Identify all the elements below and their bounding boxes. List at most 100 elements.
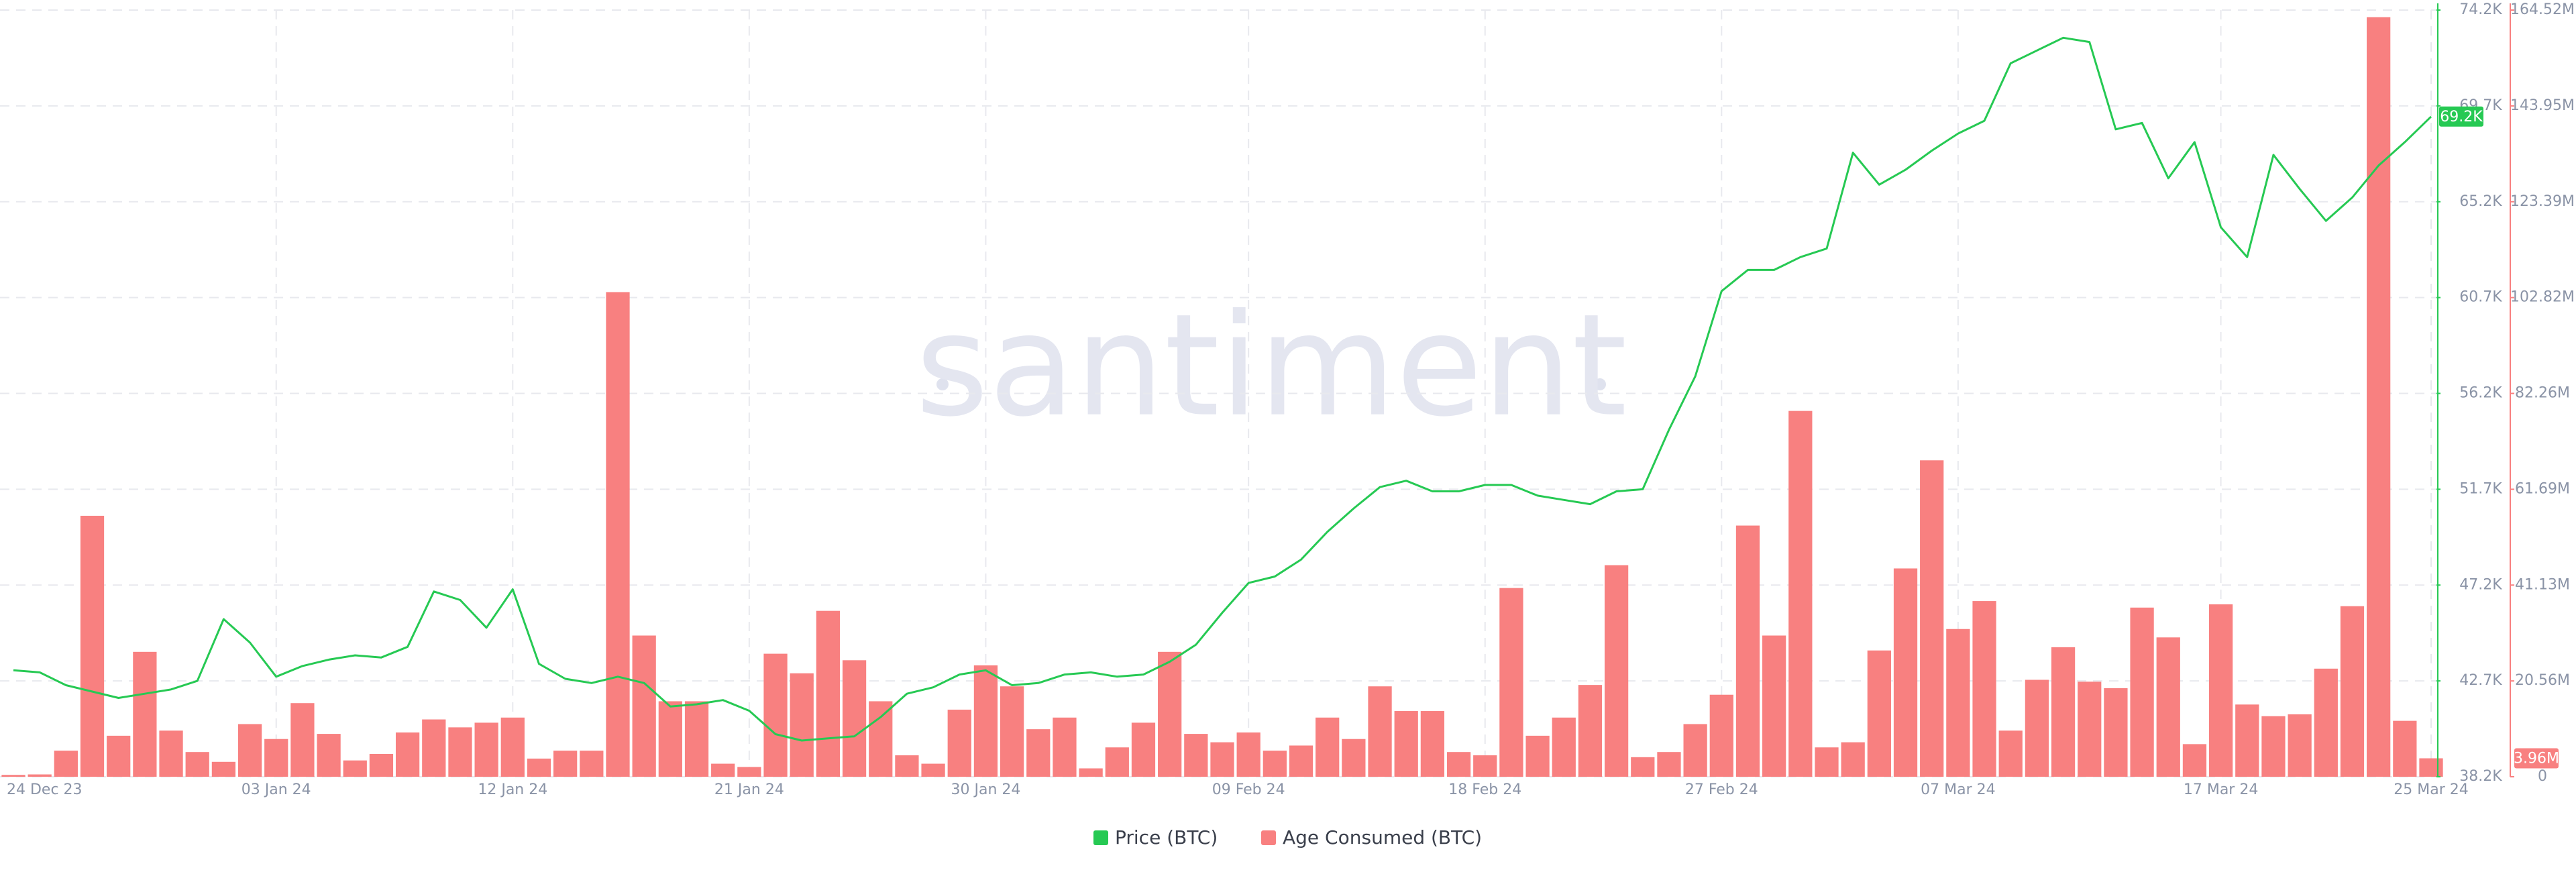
x-tick-label: 07 Mar 24	[1921, 781, 1995, 798]
last-value-badge	[2514, 748, 2559, 769]
bar	[185, 752, 209, 777]
bar	[2078, 682, 2102, 777]
bar	[1893, 568, 1918, 777]
bar	[2393, 720, 2417, 777]
legend-label: Age Consumed (BTC)	[1283, 826, 1482, 849]
bar	[2235, 704, 2259, 777]
bar	[1552, 717, 1576, 777]
bar	[1815, 747, 1839, 777]
bar	[527, 758, 551, 777]
y2-tick-label: 0	[2538, 768, 2547, 785]
bar	[2261, 716, 2286, 777]
bar	[264, 739, 288, 777]
x-tick-label: 18 Feb 24	[1448, 781, 1521, 798]
bar	[1394, 711, 1418, 777]
bar	[553, 751, 578, 777]
y2-tick-label: 82.26M	[2515, 385, 2570, 402]
x-tick-label: 12 Jan 24	[478, 781, 547, 798]
bar	[816, 610, 841, 777]
y2-tick-label: 61.69M	[2515, 480, 2570, 497]
y-tick-label: 74.2K	[2459, 1, 2502, 18]
bar	[1683, 724, 1707, 777]
bar	[1131, 722, 1156, 777]
bar	[632, 635, 656, 777]
x-tick-label: 03 Jan 24	[241, 781, 311, 798]
bar	[1867, 650, 1891, 777]
bar	[1709, 694, 1733, 777]
bar	[973, 665, 998, 777]
bar	[211, 761, 236, 777]
bar	[2182, 744, 2207, 777]
y2-tick-label: 164.52M	[2510, 1, 2575, 18]
bar	[369, 753, 394, 777]
x-tick-label: 17 Mar 24	[2184, 781, 2258, 798]
bar	[1420, 711, 1445, 777]
bar	[1578, 685, 1603, 777]
x-tick-label: 25 Mar 24	[2394, 781, 2468, 798]
watermark: santiment	[915, 284, 1627, 448]
bar	[80, 515, 105, 777]
bar	[1499, 588, 1523, 777]
bar	[684, 701, 709, 777]
y2-tick-label: 123.39M	[2510, 193, 2575, 210]
bar	[1446, 752, 1471, 777]
bar	[1735, 525, 1760, 777]
bar	[1841, 742, 1865, 777]
bar	[2314, 668, 2338, 777]
bar	[1972, 601, 1996, 777]
bar	[422, 719, 446, 777]
bar	[1788, 411, 1813, 777]
watermark-text: santiment	[915, 284, 1627, 448]
bar	[1289, 745, 1313, 777]
bar	[54, 751, 78, 777]
bar	[317, 734, 341, 777]
y-tick-label: 38.2K	[2459, 768, 2502, 785]
bar	[1342, 739, 1366, 777]
bar	[1105, 747, 1129, 777]
bar	[1316, 717, 1340, 777]
bar	[1920, 460, 1944, 777]
last-value-label: 3.96M	[2514, 750, 2559, 767]
bar	[2208, 604, 2233, 777]
x-tick-label: 21 Jan 24	[714, 781, 784, 798]
y2-tick-label: 20.56M	[2515, 672, 2570, 689]
y2-tick-label: 41.13M	[2515, 576, 2570, 593]
y-tick-label: 51.7K	[2459, 480, 2502, 497]
bar	[448, 727, 472, 777]
bar	[159, 730, 183, 777]
bar	[763, 653, 788, 777]
bar	[1158, 651, 1182, 777]
bar	[237, 724, 262, 777]
bar	[2340, 606, 2365, 777]
bar	[1000, 686, 1024, 777]
bar	[1210, 742, 1234, 777]
y-tick-label: 47.2K	[2459, 576, 2502, 593]
bar	[2156, 637, 2180, 777]
bar	[1053, 717, 1077, 777]
x-tick-label: 09 Feb 24	[1212, 781, 1285, 798]
bar	[1026, 729, 1051, 777]
watermark-dot	[936, 378, 949, 390]
watermark-dot	[1594, 378, 1606, 390]
bar	[474, 722, 498, 777]
bar	[1762, 635, 1786, 777]
bar	[580, 751, 604, 777]
bar	[2130, 607, 2154, 777]
bar	[343, 760, 367, 777]
bar	[2104, 688, 2128, 777]
y-tick-label: 42.7K	[2459, 672, 2502, 689]
bar	[1184, 734, 1208, 777]
legend-label: Price (BTC)	[1115, 826, 1218, 849]
bar	[1998, 730, 2023, 777]
last-value-badge	[2439, 106, 2483, 127]
y-tick-label: 65.2K	[2459, 193, 2502, 210]
bar	[28, 774, 52, 777]
x-tick-label: 24 Dec 23	[7, 781, 83, 798]
legend-swatch	[1093, 830, 1108, 845]
bar	[500, 717, 525, 777]
bar	[1525, 735, 1550, 777]
bar	[1, 775, 25, 777]
bar	[895, 755, 919, 777]
bar	[842, 660, 867, 777]
